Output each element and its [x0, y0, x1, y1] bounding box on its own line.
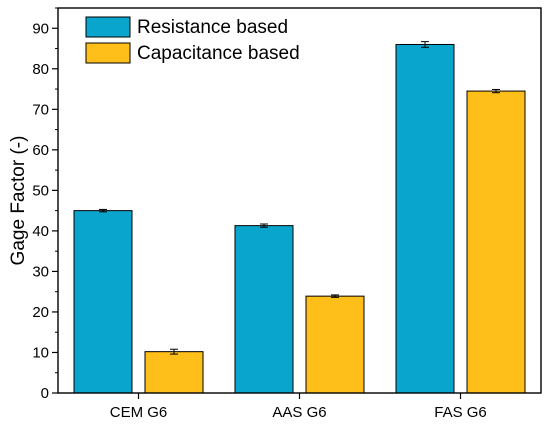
bar: [395, 43, 455, 394]
x-tick-label: AAS G6: [272, 404, 326, 421]
bar: [144, 351, 204, 394]
legend-swatch: [85, 16, 131, 38]
bar: [234, 225, 294, 394]
legend-label: Resistance based: [137, 17, 288, 38]
y-tick-label: 60: [32, 142, 49, 159]
y-tick-label: 70: [32, 101, 49, 118]
y-tick-label: 20: [32, 304, 49, 321]
y-tick-label: 90: [32, 20, 49, 37]
legend-swatch: [85, 42, 131, 64]
errorbars-layer: [99, 41, 500, 355]
bar: [305, 295, 365, 394]
y-tick-label: 80: [32, 61, 49, 78]
bar: [73, 210, 133, 394]
y-axis-title: Gage Factor (-): [8, 136, 29, 266]
legend-label: Capacitance based: [137, 43, 300, 64]
y-tick-label: 30: [32, 263, 49, 280]
y-tick-label: 0: [41, 385, 49, 402]
bar: [466, 90, 526, 394]
bars-layer: [73, 43, 526, 394]
x-tick-label: FAS G6: [434, 404, 487, 421]
y-tick-label: 10: [32, 344, 49, 361]
x-tick-label: CEM G6: [110, 404, 168, 421]
y-tick-label: 50: [32, 182, 49, 199]
ticks-layer: CEM G6 AAS G6 FAS G6 0 10 20 30 40 50 60 70 80 90: [32, 7, 487, 421]
y-tick-label: 40: [32, 223, 49, 240]
legend: Resistance based Capacitance based: [85, 16, 300, 64]
